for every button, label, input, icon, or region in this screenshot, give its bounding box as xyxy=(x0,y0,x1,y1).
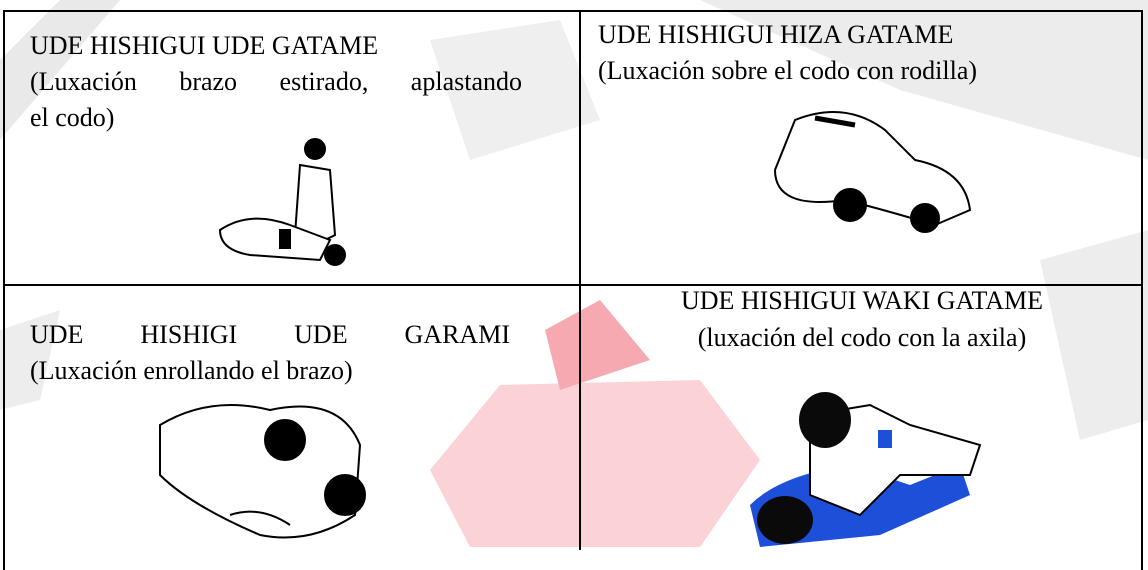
table-divider xyxy=(3,284,1143,286)
cell-subtitle: (Luxación enrollando el brazo) xyxy=(30,356,353,385)
cell-title: UDE HISHIGUI HIZA GATAME xyxy=(598,20,954,49)
watermark xyxy=(0,0,1148,547)
illustration xyxy=(159,404,366,539)
cell-subtitle: (Luxación sobre el codo con rodilla) xyxy=(598,56,978,85)
table-border xyxy=(3,10,1143,570)
illustration xyxy=(218,138,346,266)
illustration xyxy=(750,392,982,547)
cell-title: UDE HISHIGUI UDE GATAME xyxy=(30,31,379,60)
table-divider xyxy=(579,10,581,550)
cell-title: UDE HISHIGUI WAKI GATAME xyxy=(680,286,1044,315)
cell-subtitle: el codo) xyxy=(30,103,115,132)
cell-subtitle: (Luxación brazo estirado, aplastando xyxy=(30,67,522,96)
illustration xyxy=(773,111,972,233)
cell-subtitle: (luxación del codo con la axila) xyxy=(697,323,1027,352)
cell-title: UDE HISHIGI UDE GARAMI xyxy=(30,320,510,349)
